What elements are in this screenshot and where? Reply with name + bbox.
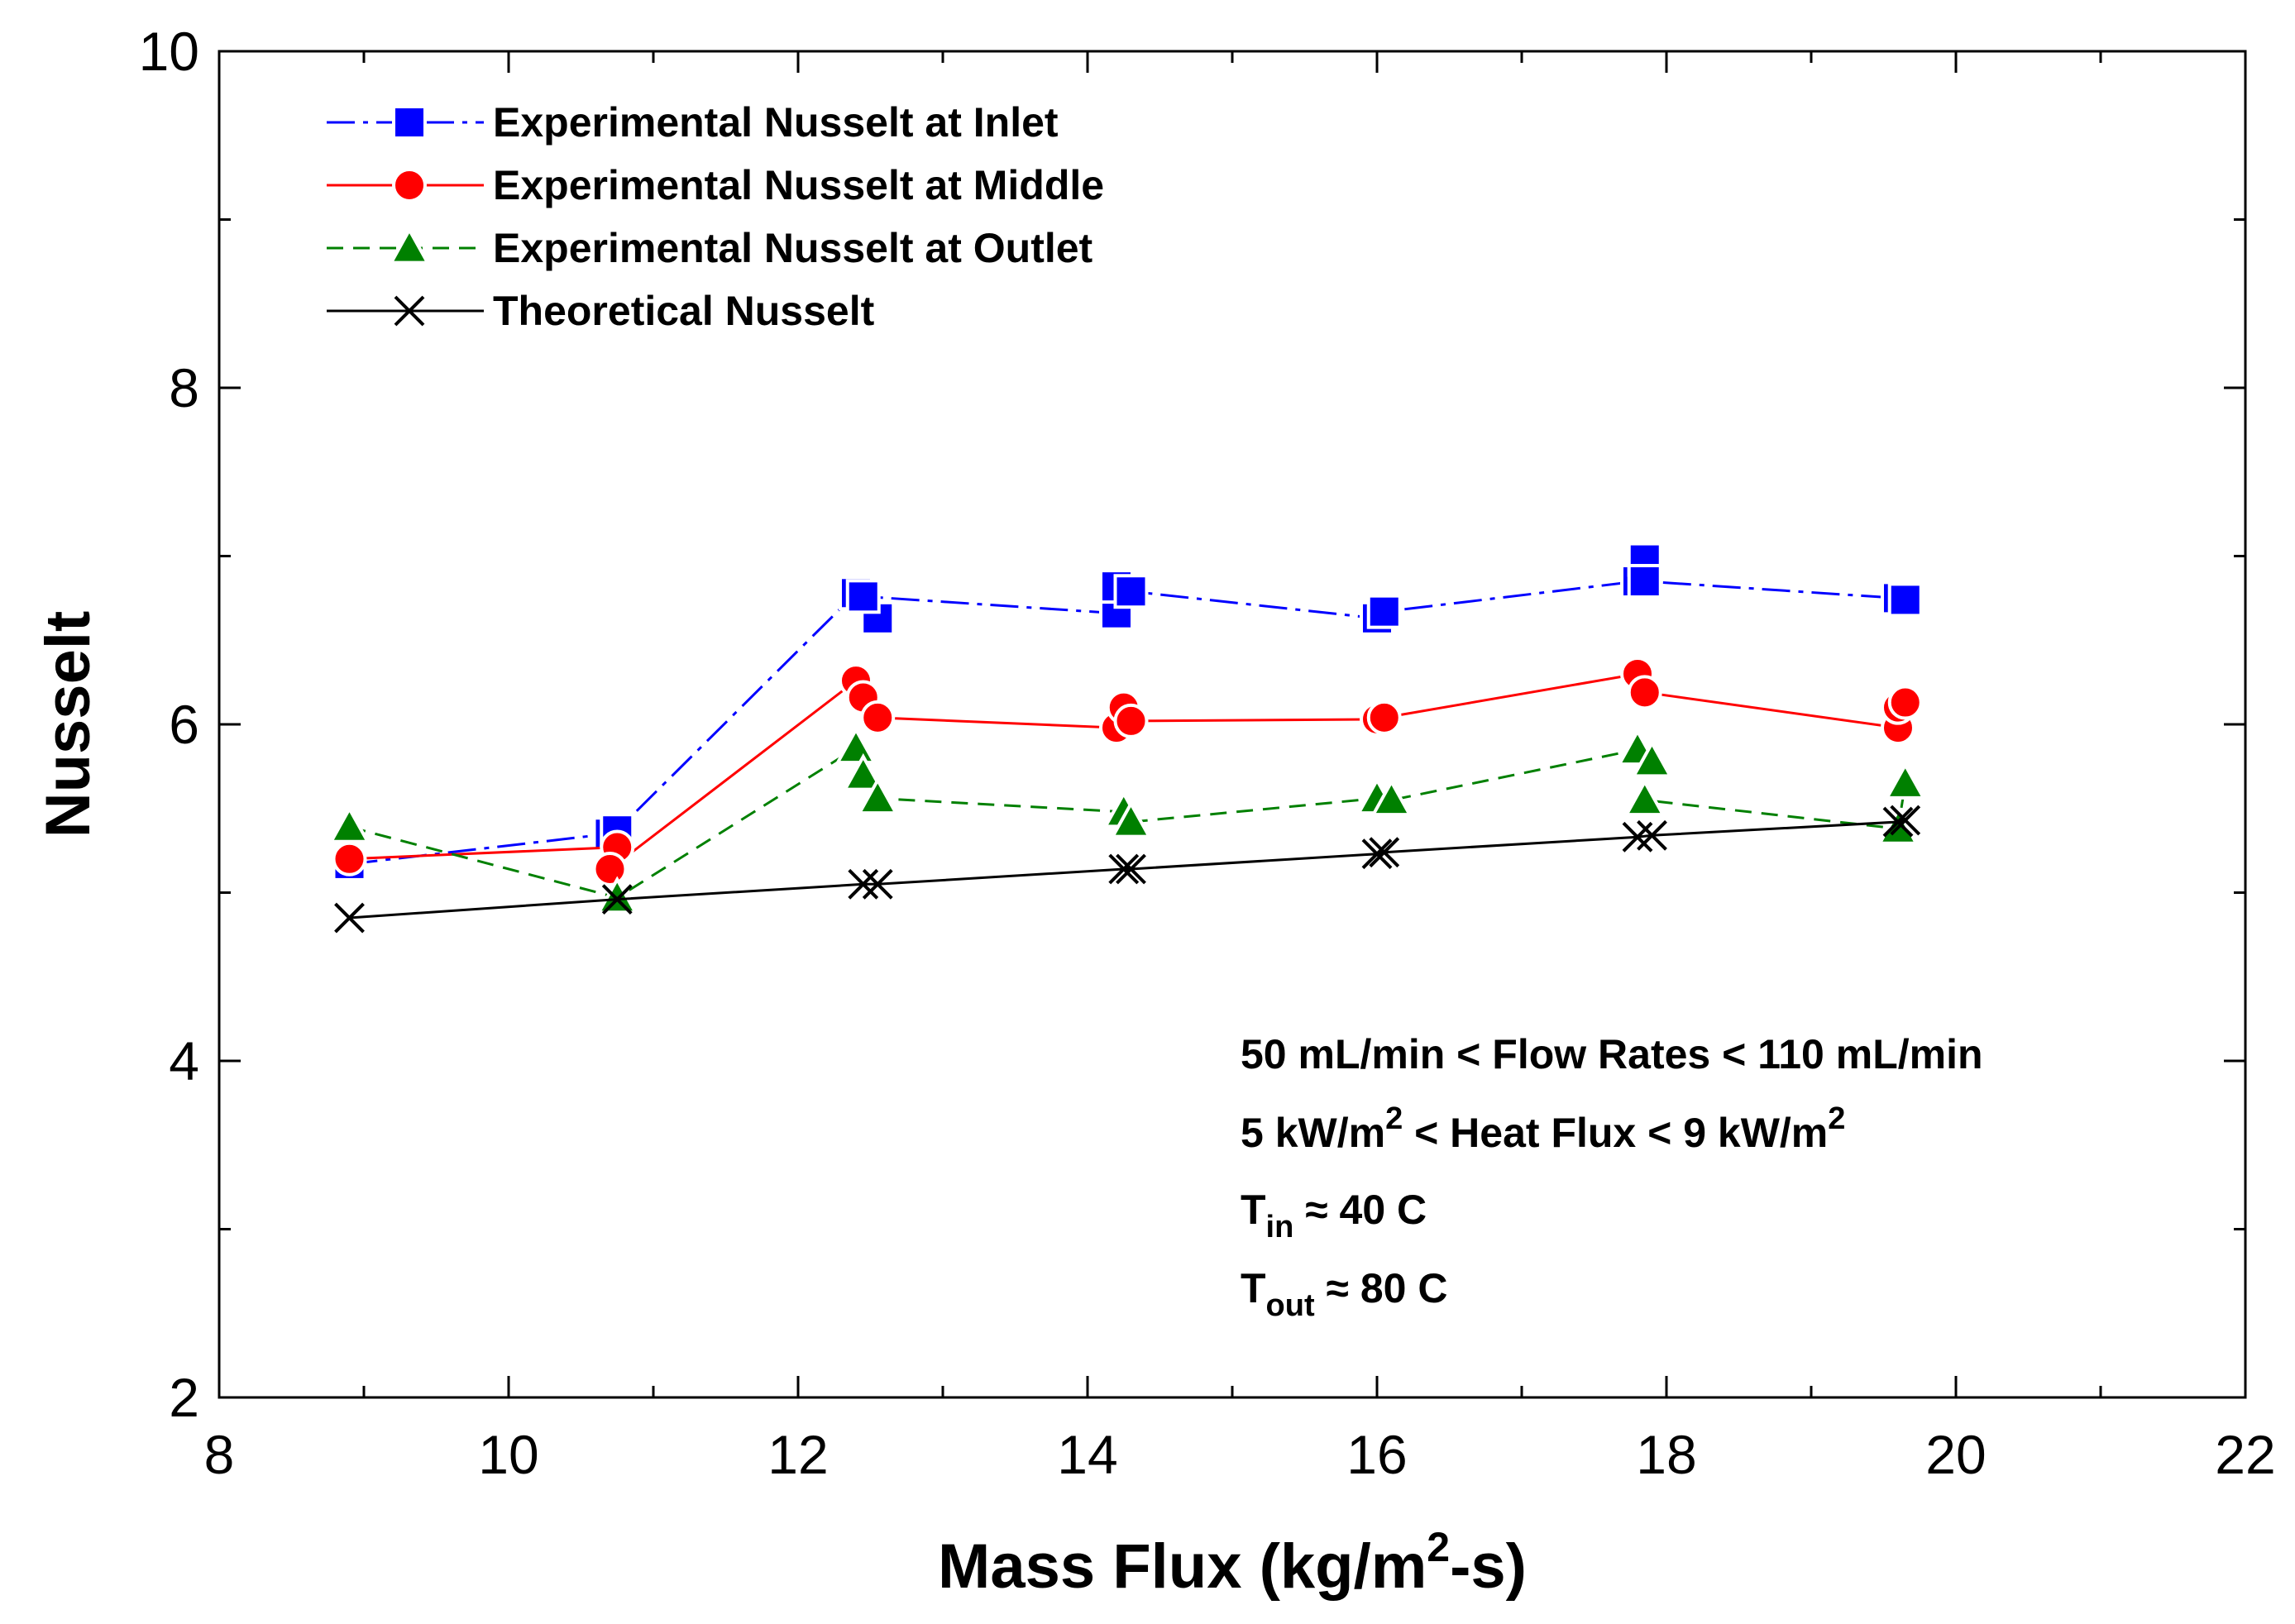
legend-label: Experimental Nusselt at Inlet <box>493 99 1059 146</box>
annotation-part: 2 <box>1828 1101 1845 1136</box>
annotation-part: T <box>1241 1265 1266 1311</box>
annotation-line: Tout ≈ 80 C <box>1241 1265 1447 1323</box>
annotation-line: 5 kW/m2 < Heat Flux < 9 kW/m2 <box>1241 1101 1845 1156</box>
annotation-part: < Heat Flux < 9 kW/m <box>1403 1110 1828 1156</box>
x-tick-label: 18 <box>1636 1424 1696 1485</box>
data-point <box>845 579 881 614</box>
data-point <box>1631 739 1673 778</box>
data-point <box>1366 594 1402 629</box>
annotation-line: 50 mL/min < Flow Rates < 110 mL/min <box>1241 1031 1983 1077</box>
x-tick-label: 20 <box>1925 1424 1986 1485</box>
annotation-part: 50 mL/min < Flow Rates < 110 mL/min <box>1241 1031 1983 1077</box>
legend-marker <box>394 295 425 327</box>
x-tick-label: 8 <box>204 1424 235 1485</box>
series-group <box>328 726 1927 915</box>
x-axis-title: Mass Flux (kg/m2-s) <box>938 1524 1527 1602</box>
x-tick-label: 22 <box>2215 1424 2275 1485</box>
y-tick-label: 6 <box>169 694 199 755</box>
data-point <box>862 868 893 900</box>
axis-ticks <box>218 50 2247 1399</box>
data-point <box>1627 564 1662 599</box>
data-point <box>1637 819 1667 851</box>
annotation-part: out <box>1266 1288 1315 1323</box>
y-tick-label: 10 <box>139 21 199 82</box>
x-tick-label: 16 <box>1346 1424 1407 1485</box>
data-point <box>1361 838 1393 870</box>
annotation-part: ≈ 40 C <box>1293 1187 1427 1233</box>
data-point <box>328 805 371 843</box>
legend-marker <box>388 226 431 265</box>
legend: Experimental Nusselt at Inlet Experimenta… <box>327 99 1104 334</box>
annotation-part: T <box>1241 1187 1266 1233</box>
legend-label: Experimental Nusselt at Middle <box>493 162 1104 208</box>
data-point <box>856 776 899 815</box>
y-tick-label: 4 <box>169 1030 199 1091</box>
data-point <box>1887 582 1923 618</box>
annotations: 50 mL/min < Flow Rates < 110 mL/min 5 kW/… <box>1241 1031 1983 1323</box>
data-point <box>1370 778 1413 817</box>
series-group <box>334 805 1921 934</box>
data-point <box>842 752 885 791</box>
data-point <box>595 876 638 915</box>
data-point <box>1890 805 1921 836</box>
data-point <box>848 868 879 900</box>
series-line <box>349 819 1906 919</box>
data-point <box>834 726 877 765</box>
annotation-part: 5 kW/m <box>1241 1110 1385 1156</box>
data-point <box>1882 806 1914 838</box>
data-point <box>1623 778 1666 817</box>
legend-marker <box>392 168 427 203</box>
x-tick-label: 14 <box>1057 1424 1117 1485</box>
data-point <box>601 884 633 915</box>
y-axis-title: Nusselt <box>33 611 103 838</box>
data-point <box>592 852 628 887</box>
legend-label: Experimental Nusselt at Outlet <box>493 225 1093 271</box>
x-tick-label: 12 <box>767 1424 828 1485</box>
data-point <box>1116 853 1146 885</box>
annotation-line: Tin ≈ 40 C <box>1241 1187 1427 1244</box>
data-point <box>1113 703 1149 738</box>
data-point <box>1113 574 1149 609</box>
y-tick-label: 8 <box>169 357 199 418</box>
data-point <box>1366 700 1402 735</box>
series-layer <box>328 542 1927 934</box>
data-point <box>860 700 896 735</box>
data-point <box>332 841 367 876</box>
legend-label: Theoretical Nusselt <box>493 288 875 334</box>
x-tick-label: 10 <box>478 1424 538 1485</box>
data-point <box>1369 837 1400 868</box>
data-point <box>1627 675 1662 710</box>
series-group <box>332 656 1923 887</box>
annotation-part: 2 <box>1385 1101 1403 1136</box>
data-point <box>1887 685 1923 720</box>
annotation-part: in <box>1266 1210 1294 1244</box>
y-tick-label: 2 <box>169 1367 199 1428</box>
data-point <box>1884 762 1927 800</box>
data-point <box>334 902 365 934</box>
data-point <box>1108 853 1140 885</box>
data-point <box>1110 800 1152 838</box>
legend-marker <box>392 105 427 140</box>
data-point <box>1622 821 1653 853</box>
annotation-part: ≈ 80 C <box>1315 1265 1448 1311</box>
